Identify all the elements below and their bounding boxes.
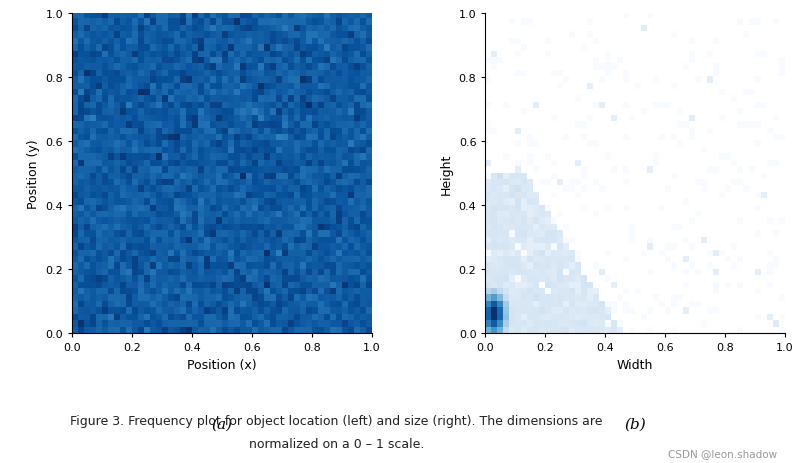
Text: (b): (b) xyxy=(624,416,646,431)
Y-axis label: Position (y): Position (y) xyxy=(26,139,40,208)
X-axis label: Width: Width xyxy=(617,358,654,371)
Text: (a): (a) xyxy=(211,416,232,431)
Y-axis label: Height: Height xyxy=(440,153,453,194)
Text: normalized on a 0 – 1 scale.: normalized on a 0 – 1 scale. xyxy=(249,438,424,450)
Text: CSDN @leon.shadow: CSDN @leon.shadow xyxy=(668,448,777,458)
Text: Figure 3. Frequency plot for object location (left) and size (right). The dimens: Figure 3. Frequency plot for object loca… xyxy=(70,414,602,427)
X-axis label: Position (x): Position (x) xyxy=(187,358,256,371)
